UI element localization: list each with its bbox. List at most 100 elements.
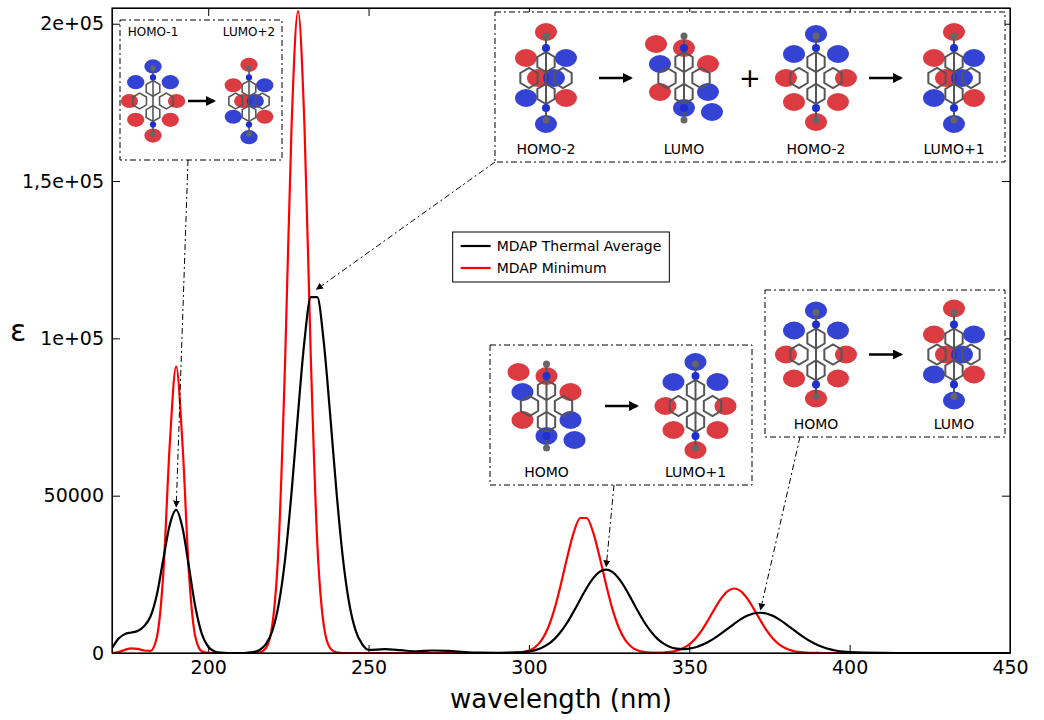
x-axis-title: wavelength (nm) <box>450 684 672 714</box>
annotation: HOMOLUMO+1 <box>490 345 752 567</box>
orbital-lobe <box>783 322 805 340</box>
molecule-nitrogen <box>246 74 252 80</box>
molecule-nitrogen <box>150 74 156 80</box>
y-tick-right <box>1002 496 1010 497</box>
orbital-label: LUMO+2 <box>223 25 275 39</box>
molecule-nitrogen <box>950 44 958 52</box>
orbital-label: HOMO <box>524 464 569 480</box>
orbital-lobe <box>240 58 257 72</box>
chart: 2002503003504004500500001e+051,5e+052e+0… <box>0 0 1044 720</box>
y-axis: 0500001e+051,5e+052e+05 <box>22 9 120 664</box>
transition-arrow <box>188 100 214 103</box>
annotation-box <box>495 12 1005 162</box>
orbital-lobe <box>707 421 729 439</box>
orbital-lobe <box>697 55 719 73</box>
molecule-ring <box>962 68 979 88</box>
orbital-picture <box>775 302 857 408</box>
molecule-nitrogen <box>246 121 252 127</box>
orbital-lobe <box>649 83 671 101</box>
orbital-lobe <box>943 392 965 410</box>
molecule-nitrogen <box>950 381 958 389</box>
molecule-carbon <box>681 33 688 40</box>
orbital-lobe <box>645 35 667 53</box>
orbital-picture <box>645 33 723 124</box>
x-tick-mark-top <box>208 8 209 16</box>
y-tick-label: 50000 <box>44 484 104 506</box>
annotation-box <box>490 345 752 485</box>
molecule-ring <box>928 68 945 88</box>
molecule-ring <box>790 345 807 365</box>
molecule-nitrogen <box>812 44 820 52</box>
orbital-picture <box>923 300 985 410</box>
annotation-pointer <box>761 437 800 610</box>
molecule-ring <box>554 68 571 88</box>
orbital-lobe <box>127 75 144 89</box>
orbital-lobe <box>827 93 849 111</box>
molecule-carbon <box>951 33 958 40</box>
transition-arrow <box>869 353 901 356</box>
orbital-lobe <box>963 89 985 107</box>
orbital-lobe <box>783 370 805 388</box>
legend-swatch <box>461 245 491 247</box>
molecule-carbon <box>951 393 958 400</box>
orbital-lobe <box>943 300 965 318</box>
molecule-carbon <box>813 309 820 316</box>
y-tick-label: 0 <box>92 642 104 664</box>
spectrum-line <box>112 11 1010 653</box>
orbital-lobe <box>649 55 671 73</box>
orbital-picture <box>775 25 857 131</box>
molecule-nitrogen <box>950 104 958 112</box>
annotation: HOMO-1 LUMO+2 <box>120 20 282 507</box>
orbital-lobe <box>162 113 179 127</box>
y-tick-mark <box>112 496 120 497</box>
molecule-nitrogen <box>950 321 958 329</box>
orbital-lobe <box>512 383 534 401</box>
molecule-carbon <box>150 65 156 71</box>
molecule-carbon <box>692 361 699 368</box>
y-tick: 50000 <box>44 484 120 506</box>
y-tick: 2e+05 <box>40 12 120 34</box>
orbital-lobe <box>555 49 577 67</box>
orbital-lobe <box>963 49 985 67</box>
legend-box <box>453 232 670 282</box>
orbital-lobe <box>240 130 257 144</box>
annotations: HOMO-1LUMO+2HOMO-2LUMO+HOMO-2LUMO+1HOMOL… <box>120 12 1005 610</box>
molecule-nitrogen <box>812 104 820 112</box>
orbital-lobe <box>515 89 537 107</box>
molecule-carbon <box>246 131 252 137</box>
orbital-picture <box>121 59 185 142</box>
y-tick-label: 1e+05 <box>40 327 104 349</box>
orbital-label: HOMO-2 <box>787 141 846 157</box>
annotation-box <box>120 20 282 160</box>
y-tick-mark <box>112 181 120 182</box>
orbital-lobe <box>943 115 965 133</box>
molecule-nitrogen <box>680 44 688 52</box>
molecule-ring <box>670 396 687 416</box>
x-tick-mark-top <box>369 8 370 16</box>
molecule-carbon <box>692 445 699 452</box>
orbital-lobe <box>827 322 849 340</box>
orbital-lobe <box>515 49 537 67</box>
orbital-lobe <box>923 89 945 107</box>
orbital-lobe <box>564 431 586 449</box>
molecule-carbon <box>951 309 958 316</box>
legend-swatch <box>461 267 491 269</box>
molecule-carbon <box>543 361 550 368</box>
orbital-lobe <box>512 411 534 429</box>
orbital-lobe <box>560 411 582 429</box>
orbital-label: HOMO-1 <box>128 25 179 39</box>
molecule-ring <box>824 68 841 88</box>
plot-frame <box>112 8 1010 653</box>
transition-arrow <box>869 77 901 80</box>
molecule-carbon <box>543 445 550 452</box>
molecule-nitrogen <box>542 104 550 112</box>
orbital-lobe <box>225 110 242 124</box>
orbital-lobe <box>783 93 805 111</box>
x-tick-label: 400 <box>832 656 868 678</box>
legend-label: MDAP Minimum <box>497 260 607 276</box>
orbital-lobe <box>923 326 945 344</box>
x-axis: 200250300350400450 <box>113 645 1029 678</box>
orbital-lobe <box>535 23 557 41</box>
annotation-box <box>765 290 1005 437</box>
orbital-label: LUMO <box>934 416 974 432</box>
